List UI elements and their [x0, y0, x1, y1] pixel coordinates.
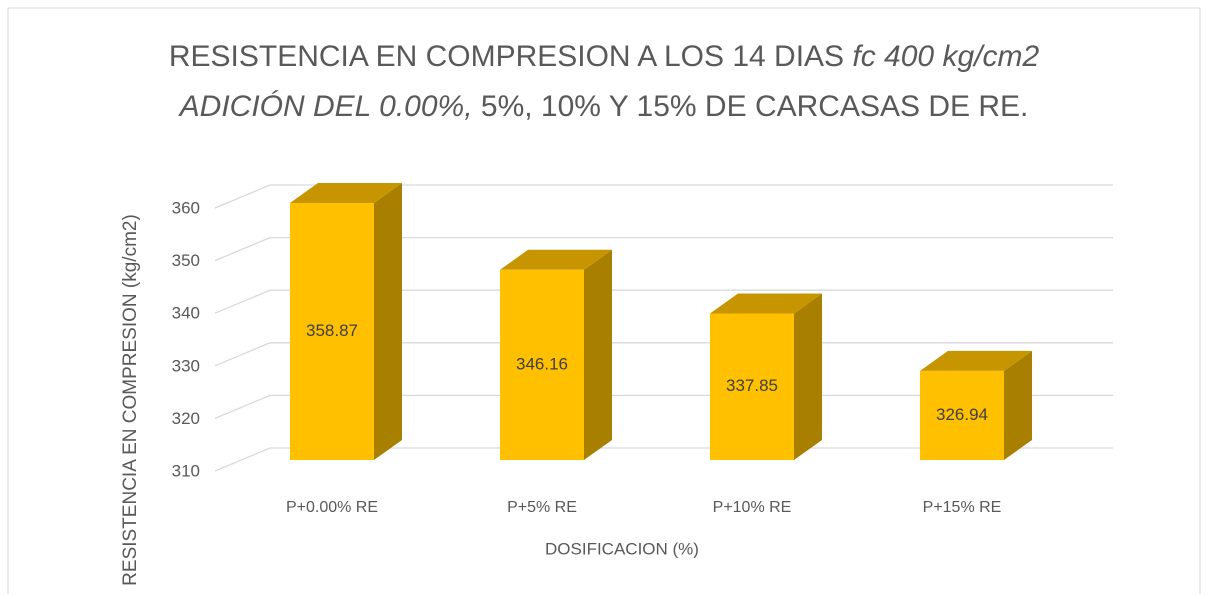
bar-side: [794, 293, 822, 460]
grid-line: [214, 342, 1113, 367]
y-axis-label: RESISTENCIA EN COMPRESION (kg/cm2): [120, 214, 141, 586]
title-part: fc 400 kg/cm2: [852, 40, 1039, 73]
bar-side: [374, 182, 402, 461]
y-tick-label: 330: [172, 356, 200, 375]
data-label: 337.85: [726, 376, 778, 395]
chart-title: RESISTENCIA EN COMPRESION A LOS 14 DIAS …: [169, 40, 1040, 123]
x-axis-label: DOSIFICACION (%): [545, 539, 699, 558]
bar: [500, 269, 584, 460]
data-label: 326.94: [936, 405, 988, 424]
x-tick-label: P+15% RE: [923, 499, 1002, 516]
y-tick-label: 320: [172, 409, 200, 428]
bar-top: [920, 350, 1032, 371]
bar-top: [500, 249, 612, 270]
title-part: ADICIÓN DEL 0.00%,: [178, 90, 473, 123]
bar: [920, 370, 1004, 460]
bar: [290, 202, 374, 461]
bar-top: [290, 182, 402, 203]
title-part: 5%, 10% Y 15% DE CARCASAS DE RE.: [473, 90, 1029, 123]
grid-line: [214, 394, 1113, 419]
data-label: 346.16: [516, 354, 568, 373]
y-tick-label: 350: [172, 251, 200, 270]
bar-top: [710, 293, 822, 314]
grid-line: [214, 447, 1113, 472]
x-tick-label: P+5% RE: [507, 499, 577, 516]
y-tick-label: 340: [172, 304, 200, 323]
y-tick-label: 310: [172, 461, 200, 480]
data-label: 358.87: [306, 321, 358, 340]
x-tick-label: P+0.00% RE: [286, 499, 378, 516]
bar: [710, 313, 794, 460]
y-tick-label: 360: [172, 198, 200, 217]
x-tick-label: P+10% RE: [713, 499, 792, 516]
bar-side: [584, 249, 612, 460]
grid-line: [214, 184, 1113, 209]
grid-line: [214, 236, 1113, 262]
title-part: RESISTENCIA EN COMPRESION A LOS 14 DIAS: [169, 40, 853, 73]
bar-side: [1004, 350, 1032, 460]
grid-line: [214, 289, 1113, 314]
